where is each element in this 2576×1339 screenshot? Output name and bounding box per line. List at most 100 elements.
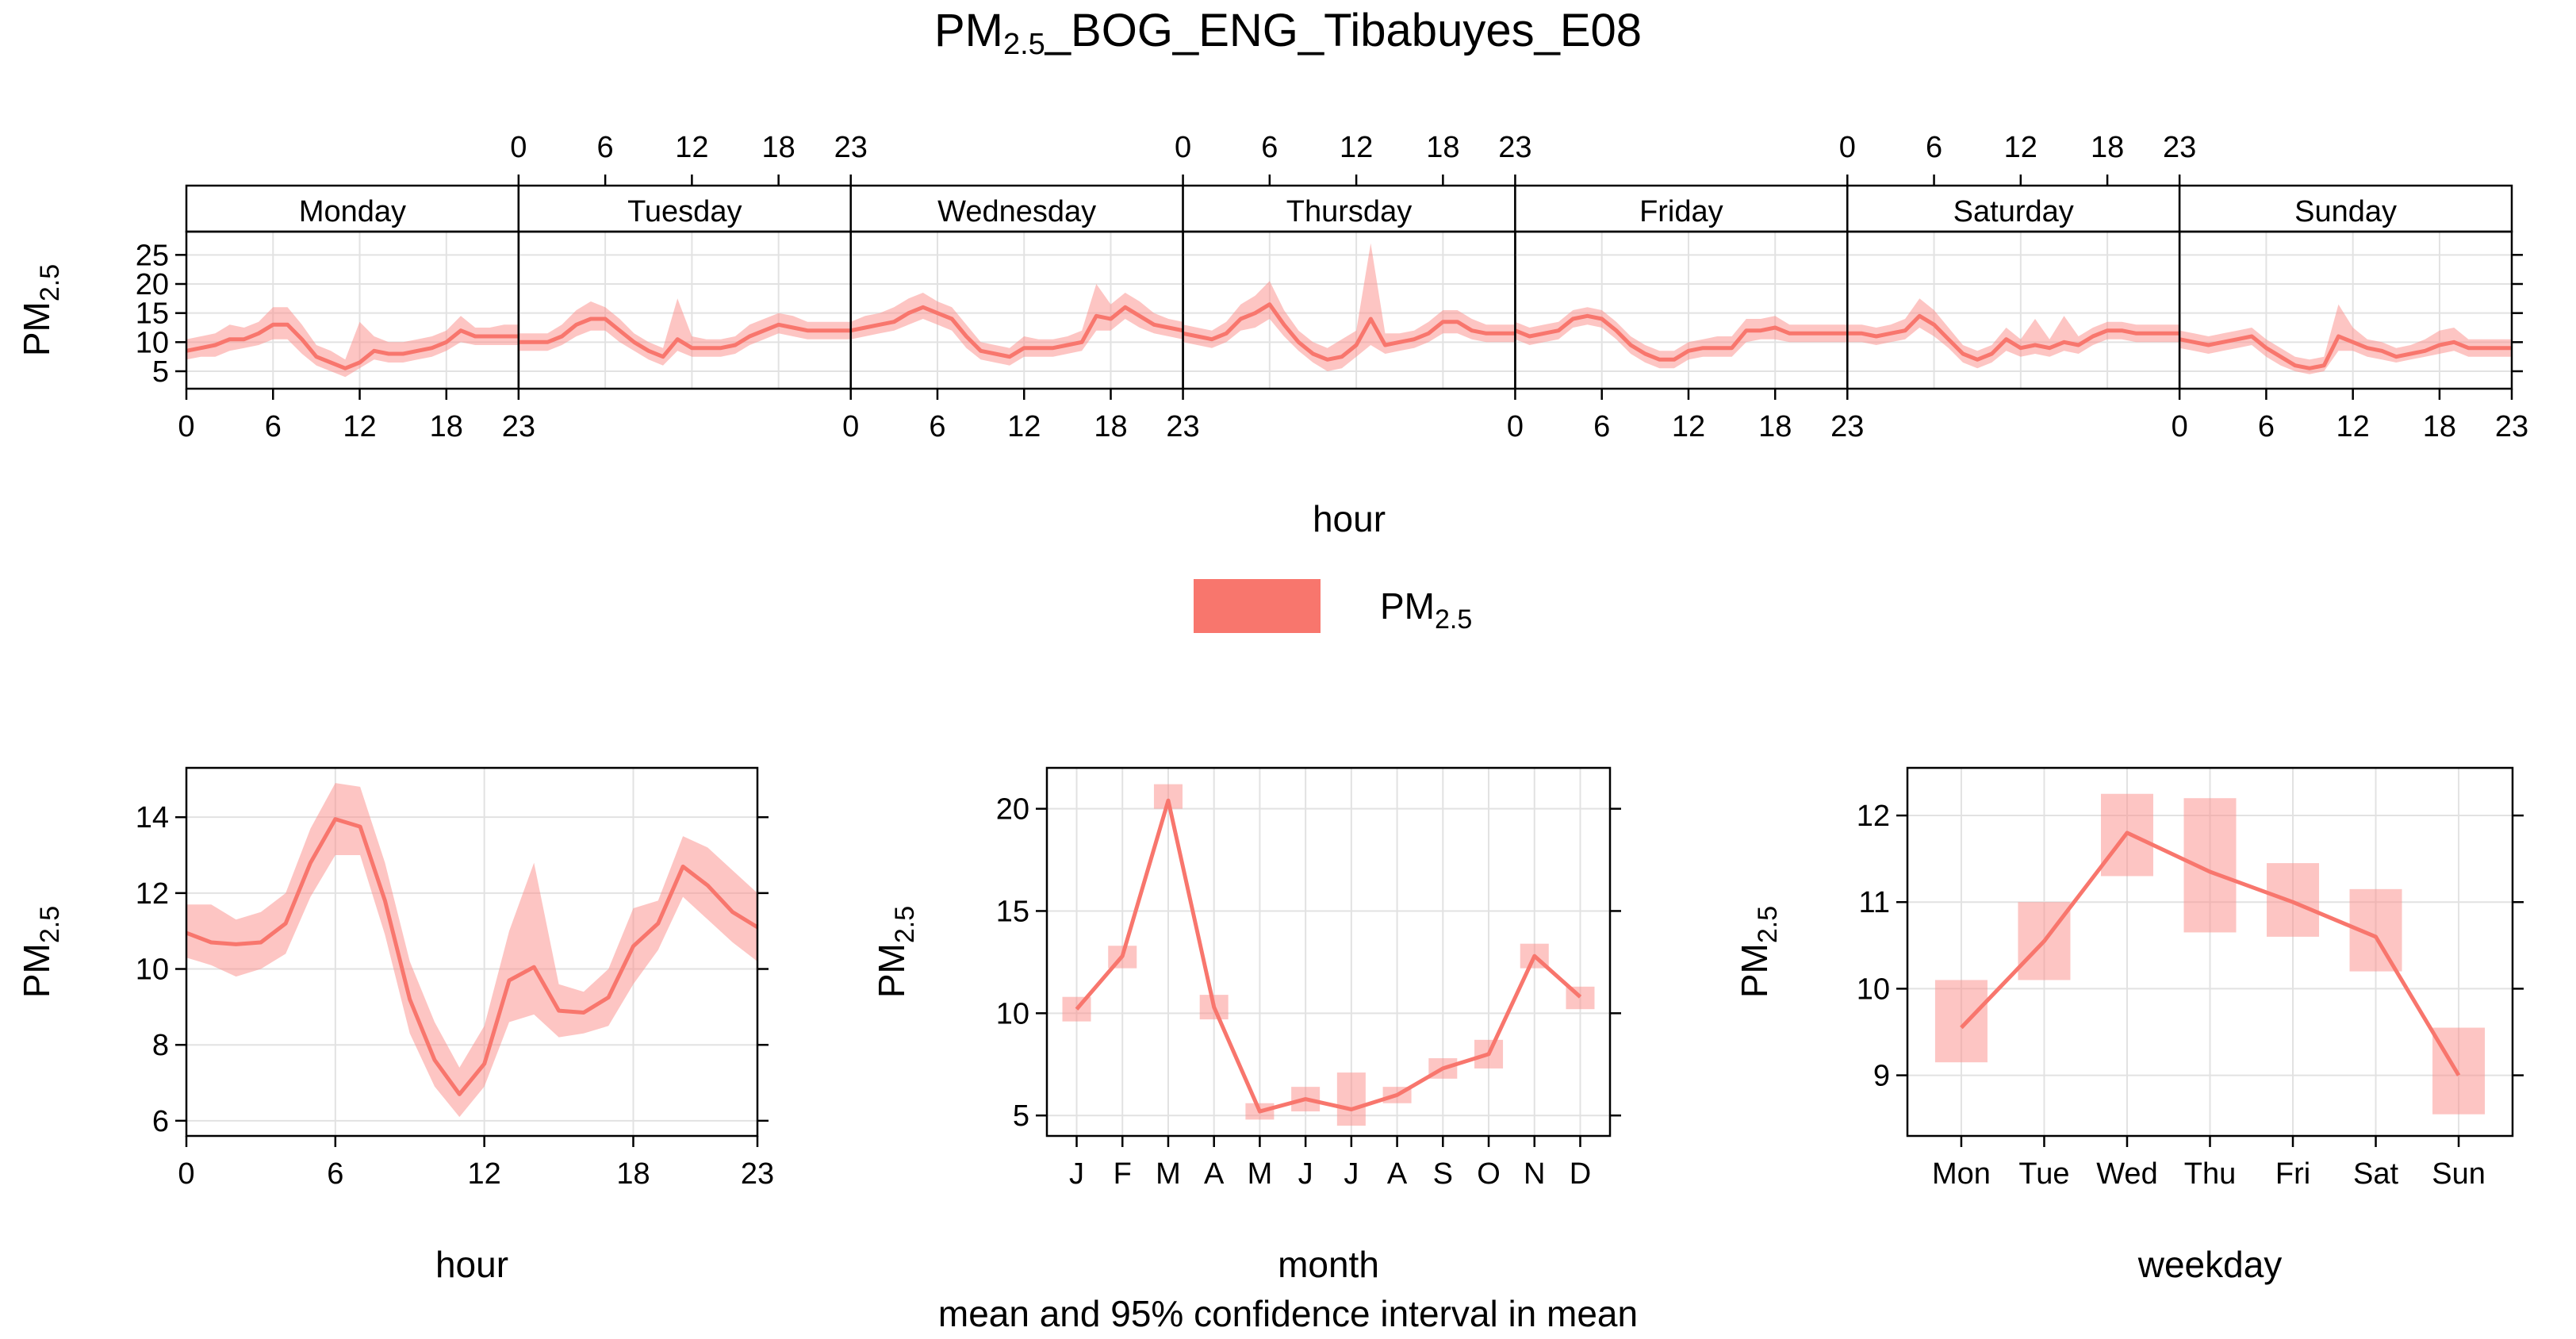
y-axis-label: PM2.5: [16, 264, 65, 356]
day-hour-panel: Monday 0 6 12 18 23 Tuesday 0 6 12 18 23 Wednesday 0 6…: [16, 131, 2528, 539]
x-axis-label: weekday: [2137, 1244, 2283, 1285]
x-tick-label: 23: [741, 1157, 774, 1191]
x-tick-label: Tue: [2018, 1157, 2069, 1191]
x-tick-label: Fri: [2275, 1157, 2310, 1191]
x-tick-label: 12: [1340, 131, 1373, 164]
mean-line-friday: [1514, 313, 1848, 362]
y-tick-label: 9: [1873, 1060, 1890, 1093]
x-tick-label: 18: [762, 131, 795, 164]
y-tick-label: 12: [1857, 800, 1890, 833]
y-tick-label: 15: [996, 895, 1029, 928]
strip-label-wednesday: Wednesday: [937, 195, 1096, 228]
x-tick-label: 12: [468, 1157, 501, 1191]
panel-frame: [2178, 230, 2513, 390]
strip-thursday: [1182, 184, 1516, 233]
x-tick-label: 23: [1498, 131, 1531, 164]
mean-line-wednesday: [850, 305, 1184, 359]
x-tick-label: M: [1248, 1157, 1273, 1191]
x-tick-label: 0: [178, 410, 194, 443]
ci-band-saturday: [1847, 298, 2180, 369]
y-tick-label: 5: [1013, 1099, 1029, 1133]
x-tick-label: 12: [2336, 410, 2370, 443]
x-tick-label: 18: [1758, 410, 1792, 443]
y-tick-label: 8: [152, 1029, 169, 1062]
mean-line: [186, 817, 759, 1096]
y-tick-label: 25: [136, 239, 169, 272]
y-tick-label: 6: [152, 1105, 169, 1138]
strip-tuesday: [517, 184, 852, 233]
x-tick-label: 0: [1839, 131, 1856, 164]
mean-line: [1075, 798, 1582, 1114]
x-tick-label: 0: [510, 131, 527, 164]
mean-line-thursday: [1183, 302, 1516, 362]
ci-box: [2267, 863, 2320, 937]
legend: PM2.5: [1194, 579, 1472, 635]
y-tick-label: 11: [1859, 886, 1890, 919]
panel-frame: [1045, 766, 1612, 1138]
x-axis-label: month: [1278, 1244, 1379, 1285]
chart-subtitle: mean and 95% confidence interval in mean: [938, 1293, 1638, 1334]
x-tick-label: 23: [2495, 410, 2528, 443]
x-tick-label: 23: [502, 410, 535, 443]
mean-line-tuesday: [518, 317, 851, 359]
panel-frame: [185, 766, 759, 1138]
x-tick-label: 12: [343, 410, 376, 443]
x-tick-label: 23: [834, 131, 868, 164]
strip-sunday: [2178, 184, 2513, 233]
x-tick-label: 6: [597, 131, 614, 164]
x-tick-label: 0: [178, 1157, 194, 1191]
x-tick-label: J: [1069, 1157, 1084, 1191]
y-tick-label: 5: [152, 355, 169, 389]
x-tick-label: 18: [1426, 131, 1459, 164]
y-tick-label: 15: [136, 297, 169, 331]
y-axis-label: PM2.5: [871, 906, 920, 998]
strip-friday: [1514, 184, 1849, 233]
x-tick-label: 23: [1166, 410, 1199, 443]
x-axis-label: hour: [1313, 498, 1386, 539]
y-axis-label: PM2.5: [16, 906, 65, 998]
x-tick-label: 6: [1926, 131, 1942, 164]
strip-label-thursday: Thursday: [1286, 195, 1412, 228]
x-tick-label: Mon: [1932, 1157, 1991, 1191]
strip-saturday: [1846, 184, 2181, 233]
x-tick-label: 0: [1507, 410, 1524, 443]
y-tick-label: 20: [136, 268, 169, 301]
strip-label-friday: Friday: [1639, 195, 1723, 228]
x-tick-label: 18: [1094, 410, 1127, 443]
ci-band-wednesday: [850, 284, 1183, 366]
x-tick-label: Sat: [2353, 1157, 2398, 1191]
x-tick-label: 6: [2258, 410, 2275, 443]
y-tick-label: 20: [996, 793, 1029, 827]
mean-line-saturday: [1847, 313, 2180, 362]
y-tick-label: 10: [996, 997, 1029, 1030]
mean-line-sunday: [2179, 334, 2512, 370]
x-tick-label: A: [1387, 1157, 1408, 1191]
weekday-panel: Mon Tue Wed Thu Fri Sat Sun 9 10 11 12 PM2.5 weekday: [1734, 766, 2524, 1285]
x-tick-label: Sun: [2432, 1157, 2486, 1191]
ci-band-thursday: [1183, 243, 1516, 371]
x-tick-label: 23: [2163, 131, 2196, 164]
x-tick-label: 12: [2004, 131, 2037, 164]
x-tick-label: O: [1477, 1157, 1501, 1191]
x-tick-label: 6: [265, 410, 282, 443]
mean-line-monday: [186, 322, 519, 370]
y-tick-label: 10: [136, 953, 169, 987]
chart-title: PM2.5_BOG_ENG_Tibabuyes_E08: [934, 5, 1642, 61]
x-tick-label: J: [1344, 1157, 1359, 1191]
x-tick-label: 0: [842, 410, 859, 443]
x-tick-label: 12: [675, 131, 708, 164]
y-tick-label: 10: [1857, 973, 1890, 1006]
legend-key: [1194, 579, 1321, 633]
ci-band-friday: [1515, 307, 1848, 369]
x-tick-label: 0: [1175, 131, 1191, 164]
x-tick-label: 0: [2172, 410, 2188, 443]
x-tick-label: M: [1156, 1157, 1181, 1191]
x-tick-label: A: [1204, 1157, 1225, 1191]
x-axis-label: hour: [435, 1244, 508, 1285]
x-tick-label: 18: [430, 410, 463, 443]
x-tick-label: Wed: [2096, 1157, 2157, 1191]
ci-band: [186, 783, 757, 1118]
